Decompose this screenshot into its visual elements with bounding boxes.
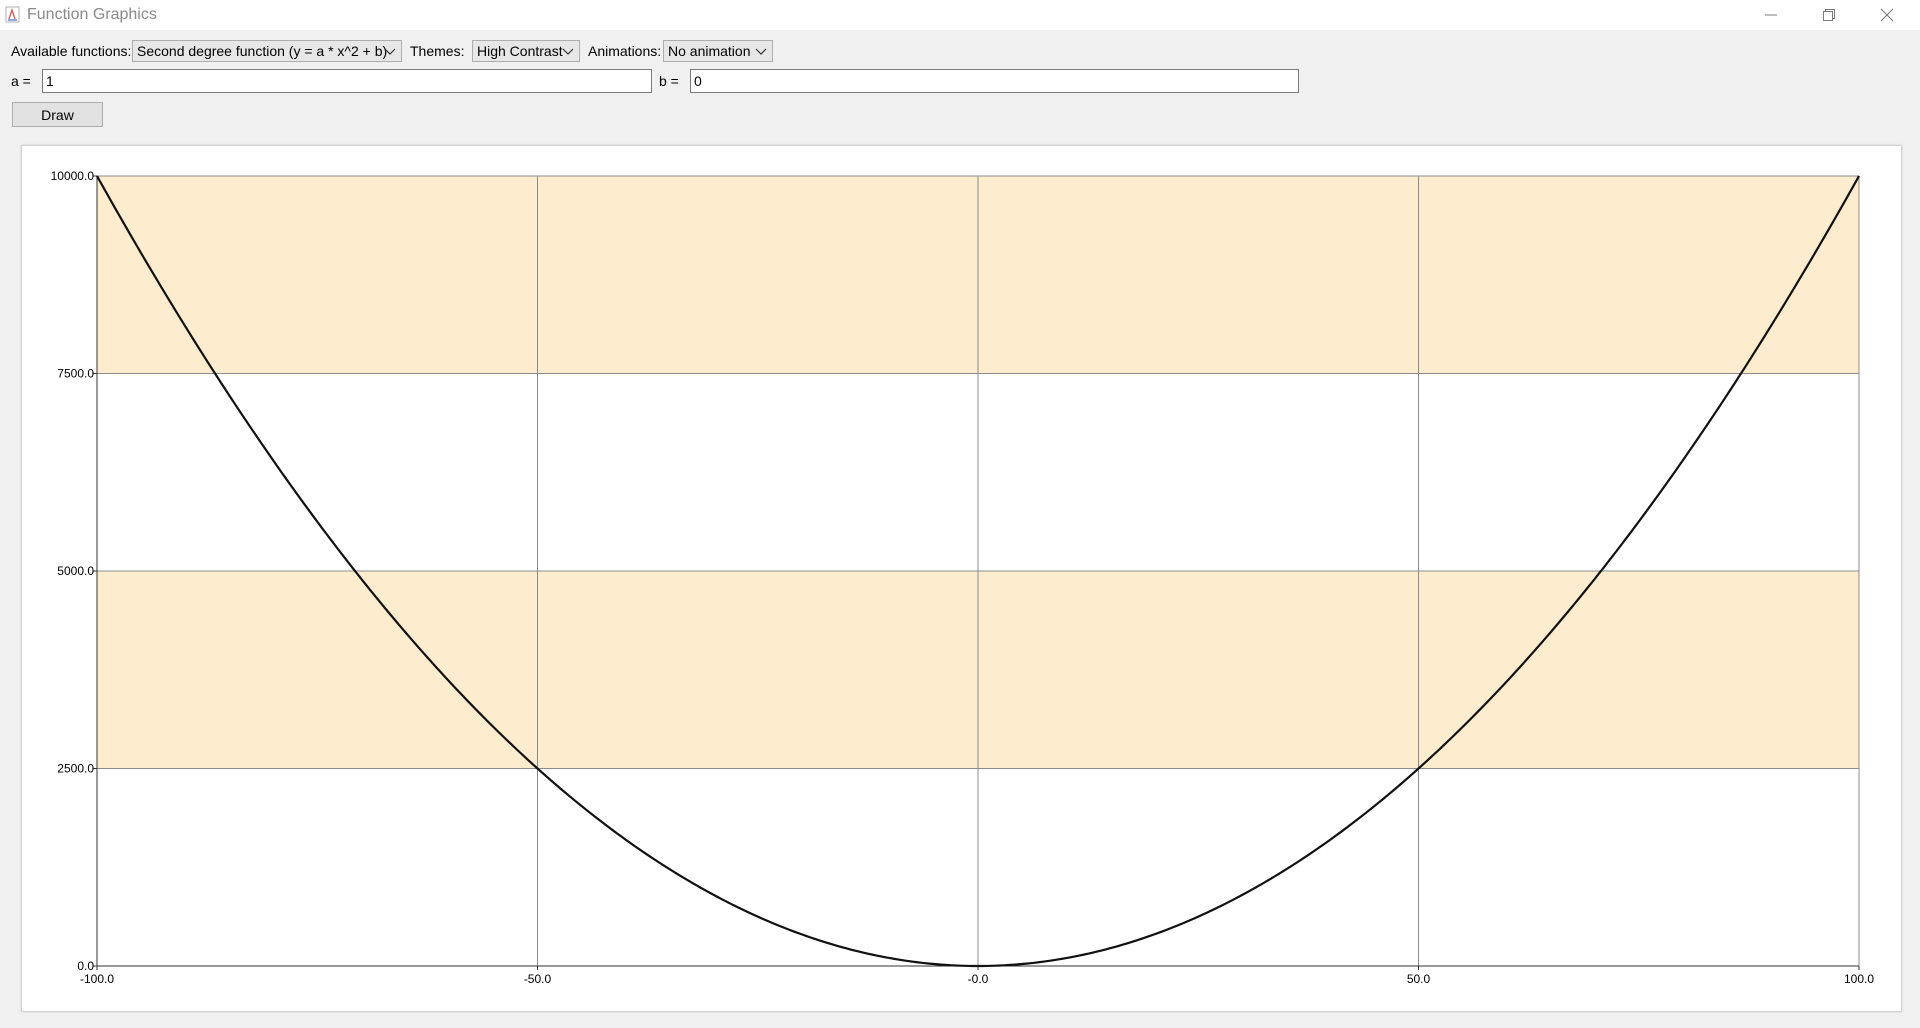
a-label: a =: [11, 73, 31, 89]
y-tick-label: 5000.0: [57, 564, 94, 578]
x-tick-label: -100.0: [80, 972, 114, 986]
java-app-icon: [5, 6, 20, 23]
animations-select[interactable]: No animation: [663, 40, 773, 62]
animations-label: Animations:: [588, 43, 662, 59]
x-tick-label: 50.0: [1407, 972, 1431, 986]
x-tick-label: -0.0: [968, 972, 989, 986]
restore-icon: [1823, 9, 1835, 21]
themes-select[interactable]: High Contrast: [472, 40, 580, 62]
minimize-icon: [1765, 14, 1777, 16]
functions-select[interactable]: Second degree function (y = a * x^2 + b): [132, 40, 402, 62]
themes-select-value: High Contrast: [477, 43, 563, 59]
function-curve: [96, 175, 1860, 968]
title-bar: Function Graphics: [0, 0, 1920, 30]
a-field-value: 1: [46, 73, 54, 89]
y-tick-label: 2500.0: [57, 762, 94, 776]
window-title: Function Graphics: [27, 6, 157, 23]
chevron-down-icon: [384, 48, 396, 55]
b-label: b =: [659, 73, 679, 89]
x-tick-label: -50.0: [524, 972, 552, 986]
animations-select-value: No animation: [668, 43, 751, 59]
themes-label: Themes:: [410, 43, 465, 59]
b-field-value: 0: [694, 73, 702, 89]
chart-panel: 0.0 2500.0 5000.0 7500.0 10000.0 -100.0 -50.0 -…: [21, 145, 1902, 1012]
minimize-button[interactable]: [1742, 0, 1800, 30]
restore-button[interactable]: [1800, 0, 1858, 30]
chevron-down-icon: [562, 48, 574, 55]
draw-button-label: Draw: [41, 106, 74, 123]
close-button[interactable]: [1858, 0, 1916, 30]
b-field[interactable]: 0: [690, 69, 1299, 93]
y-tick-label: 10000.0: [51, 169, 95, 183]
chart-area: 0.0 2500.0 5000.0 7500.0 10000.0 -100.0 -50.0 -…: [51, 169, 1875, 986]
draw-button[interactable]: Draw: [12, 102, 103, 127]
y-tick-label: 0.0: [77, 959, 94, 973]
close-icon: [1880, 8, 1894, 22]
functions-label: Available functions:: [11, 43, 132, 59]
chevron-down-icon: [755, 48, 767, 55]
a-field[interactable]: 1: [42, 69, 652, 93]
y-tick-label: 7500.0: [57, 367, 94, 381]
functions-select-value: Second degree function (y = a * x^2 + b): [137, 43, 388, 59]
x-tick-label: 100.0: [1844, 972, 1874, 986]
